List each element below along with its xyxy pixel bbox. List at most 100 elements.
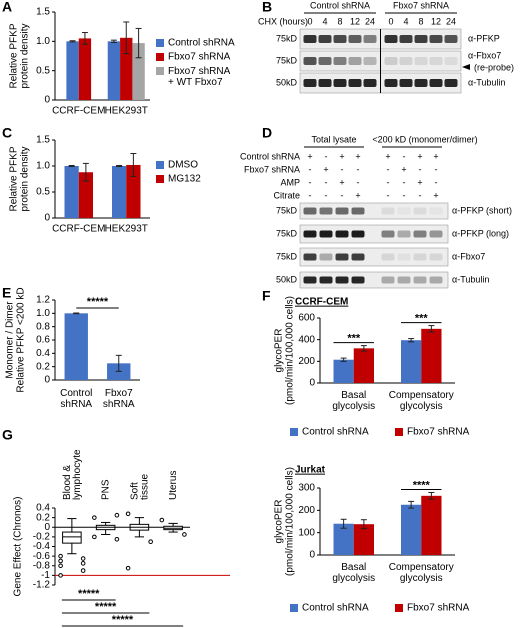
x-tick-label-line: glycolysis [332,573,375,584]
outlier [125,565,131,571]
blot-band [363,79,377,87]
blot-band [381,276,395,284]
y-axis-label: protein density [20,146,31,211]
blot-band [444,57,458,65]
condition-label: AMP [280,177,300,187]
blot-band [348,57,362,65]
y-tick-label: 0.2 [36,361,50,372]
group-label: Total lysate [311,134,356,144]
blot-band [333,79,347,87]
outlier [125,511,131,517]
condition-sign: - [357,177,360,187]
blot-band [363,35,377,43]
x-tick-label-line: glycolysis [400,401,443,412]
legend-swatch [156,39,164,47]
outlier [58,553,63,559]
blot-label: α-PFKP (long) [452,228,509,238]
y-tick-label: 1.0 [36,36,50,47]
y-tick-label: 0.5 [36,187,50,198]
blot-band [429,276,443,284]
y-axis-label: Relative PFKP [9,23,20,88]
blot-band [351,276,365,284]
group-label: Control shRNA [310,0,370,10]
blot-band [348,35,362,43]
condition-sign: - [419,190,422,200]
condition-sign: + [339,177,344,187]
y-tick-label: 300 [298,483,315,494]
legend-label: Fbxo7 shRNA [407,427,470,438]
x-tick-label-line: Compensatory [389,562,454,573]
size-marker: 75kD [276,251,298,261]
lane-label: 4 [322,16,327,26]
blot-band [381,207,395,215]
size-marker: 50kD [276,274,298,284]
blot-band [319,253,333,261]
size-marker: 75kD [276,228,298,238]
legend-swatch [395,604,403,612]
legend-swatch [156,175,164,183]
legend-swatch [290,604,298,612]
blot-band [333,57,347,65]
blot-band [351,207,365,215]
bar [353,524,374,555]
legend-label: Control shRNA [168,38,235,49]
blot-band [414,79,428,87]
blot-strip [299,224,449,244]
lane-label: 4 [403,16,408,26]
bar [64,313,88,380]
y-tick-label: 0.8 [36,321,50,332]
condition-label: Fbxo7 shRNA [244,164,300,174]
panel-label: G [2,427,13,443]
blot-band [397,276,411,284]
significance: ***** [95,601,117,613]
outlier [80,561,86,566]
x-tick-label: Compensatory glycolysis [389,390,454,412]
condition-sign: - [341,190,344,200]
outlier [80,556,86,561]
condition-sign: + [355,151,360,161]
x-tick-label: CCRF-CEM [52,106,105,117]
blot-band [318,79,332,87]
condition-sign: + [355,190,360,200]
condition-sign: - [341,164,344,174]
legend-label: Fbxo7 shRNA [407,603,470,614]
blot-band [429,79,443,87]
condition-sign: - [325,151,328,161]
y-tick-label: -0.8 [33,560,51,571]
blot-band [381,253,395,261]
outlier [92,515,97,520]
y-tick-label: 0 [309,550,315,561]
bar [66,41,79,100]
blot-strip [299,247,449,267]
blot-band [413,276,427,284]
y-tick-label: 0 [44,95,50,106]
y-tick-label: -0.4 [33,541,51,552]
blot-strip [299,202,449,220]
condition-sign: - [435,177,438,187]
group-label: Fbxo7 shRNA [393,0,449,10]
lane-label: 0 [307,16,312,26]
blot-band [303,276,317,284]
panel-label: A [2,0,12,15]
category-label-line: Soft [129,482,140,500]
blot-band [429,253,443,261]
condition-sign: + [417,177,422,187]
y-tick-label: 200 [298,356,315,367]
x-tick-label: Compensatory glycolysis [389,562,454,584]
blot-band [384,35,398,43]
condition-sign: - [387,177,390,187]
y-tick-label: 0.4 [36,503,50,514]
y-axis-label: protein density [20,23,31,88]
legend-swatch [156,53,164,61]
blot-band [429,230,443,238]
bar [112,166,127,218]
y-tick-label: -0.6 [33,551,51,562]
condition-label: Citrate [273,190,300,200]
bar [333,359,354,383]
lane-label: 8 [337,16,342,26]
blot-band [303,79,317,87]
significance: **** [413,479,431,491]
y-tick-label: 0 [44,522,50,533]
panel-label: B [262,0,272,15]
